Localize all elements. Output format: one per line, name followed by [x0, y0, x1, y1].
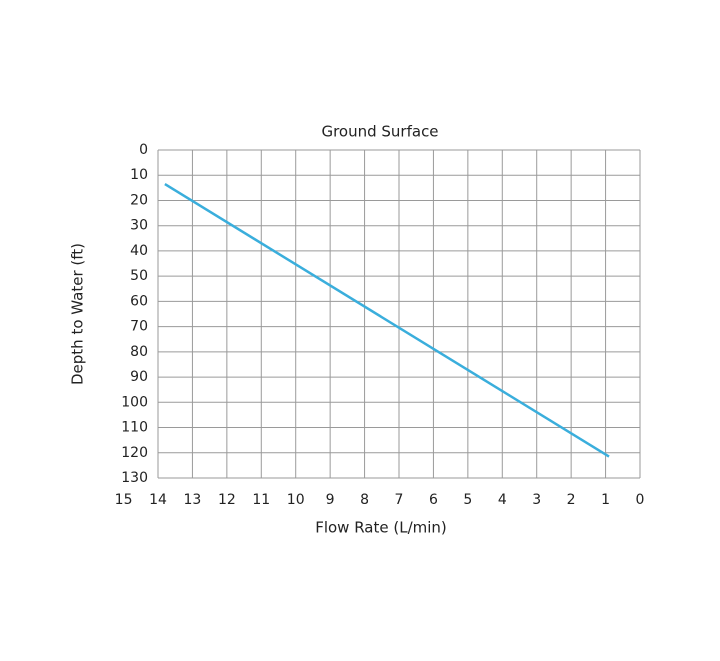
y-tick-label: 110	[121, 420, 148, 436]
x-tick-label: 5	[463, 492, 472, 508]
y-tick-label: 0	[139, 142, 148, 158]
y-tick-label: 130	[121, 470, 148, 486]
x-tick-label: 13	[184, 492, 202, 508]
x-tick-label: 10	[287, 492, 305, 508]
chart-title: Ground Surface	[321, 123, 438, 141]
y-tick-label: 40	[130, 243, 148, 259]
x-tick-label: 2	[567, 492, 576, 508]
x-tick-label: 11	[252, 492, 270, 508]
y-tick-label: 50	[130, 268, 148, 284]
x-tick-label: 7	[395, 492, 404, 508]
x-tick-label: 15	[115, 492, 133, 508]
x-tick-label: 6	[429, 492, 438, 508]
x-tick-label: 9	[326, 492, 335, 508]
x-axis-label: Flow Rate (L/min)	[315, 519, 447, 537]
x-tick-label: 8	[360, 492, 369, 508]
x-tick-label: 4	[498, 492, 507, 508]
x-tick-label: 12	[218, 492, 236, 508]
y-tick-label: 80	[130, 344, 148, 360]
y-tick-label: 60	[130, 293, 148, 309]
y-tick-label: 100	[121, 394, 148, 410]
y-tick-label: 10	[130, 167, 148, 183]
data-line	[164, 182, 610, 458]
x-tick-label: 0	[636, 492, 645, 508]
x-tick-label: 1	[601, 492, 610, 508]
y-axis-label: Depth to Water (ft)	[69, 243, 87, 385]
x-tick-label: 14	[149, 492, 167, 508]
y-tick-label: 120	[121, 445, 148, 461]
y-tick-label: 30	[130, 218, 148, 234]
y-tick-label: 20	[130, 192, 148, 208]
y-tick-label: 90	[130, 369, 148, 385]
y-tick-label: 70	[130, 319, 148, 335]
x-tick-label: 3	[532, 492, 541, 508]
